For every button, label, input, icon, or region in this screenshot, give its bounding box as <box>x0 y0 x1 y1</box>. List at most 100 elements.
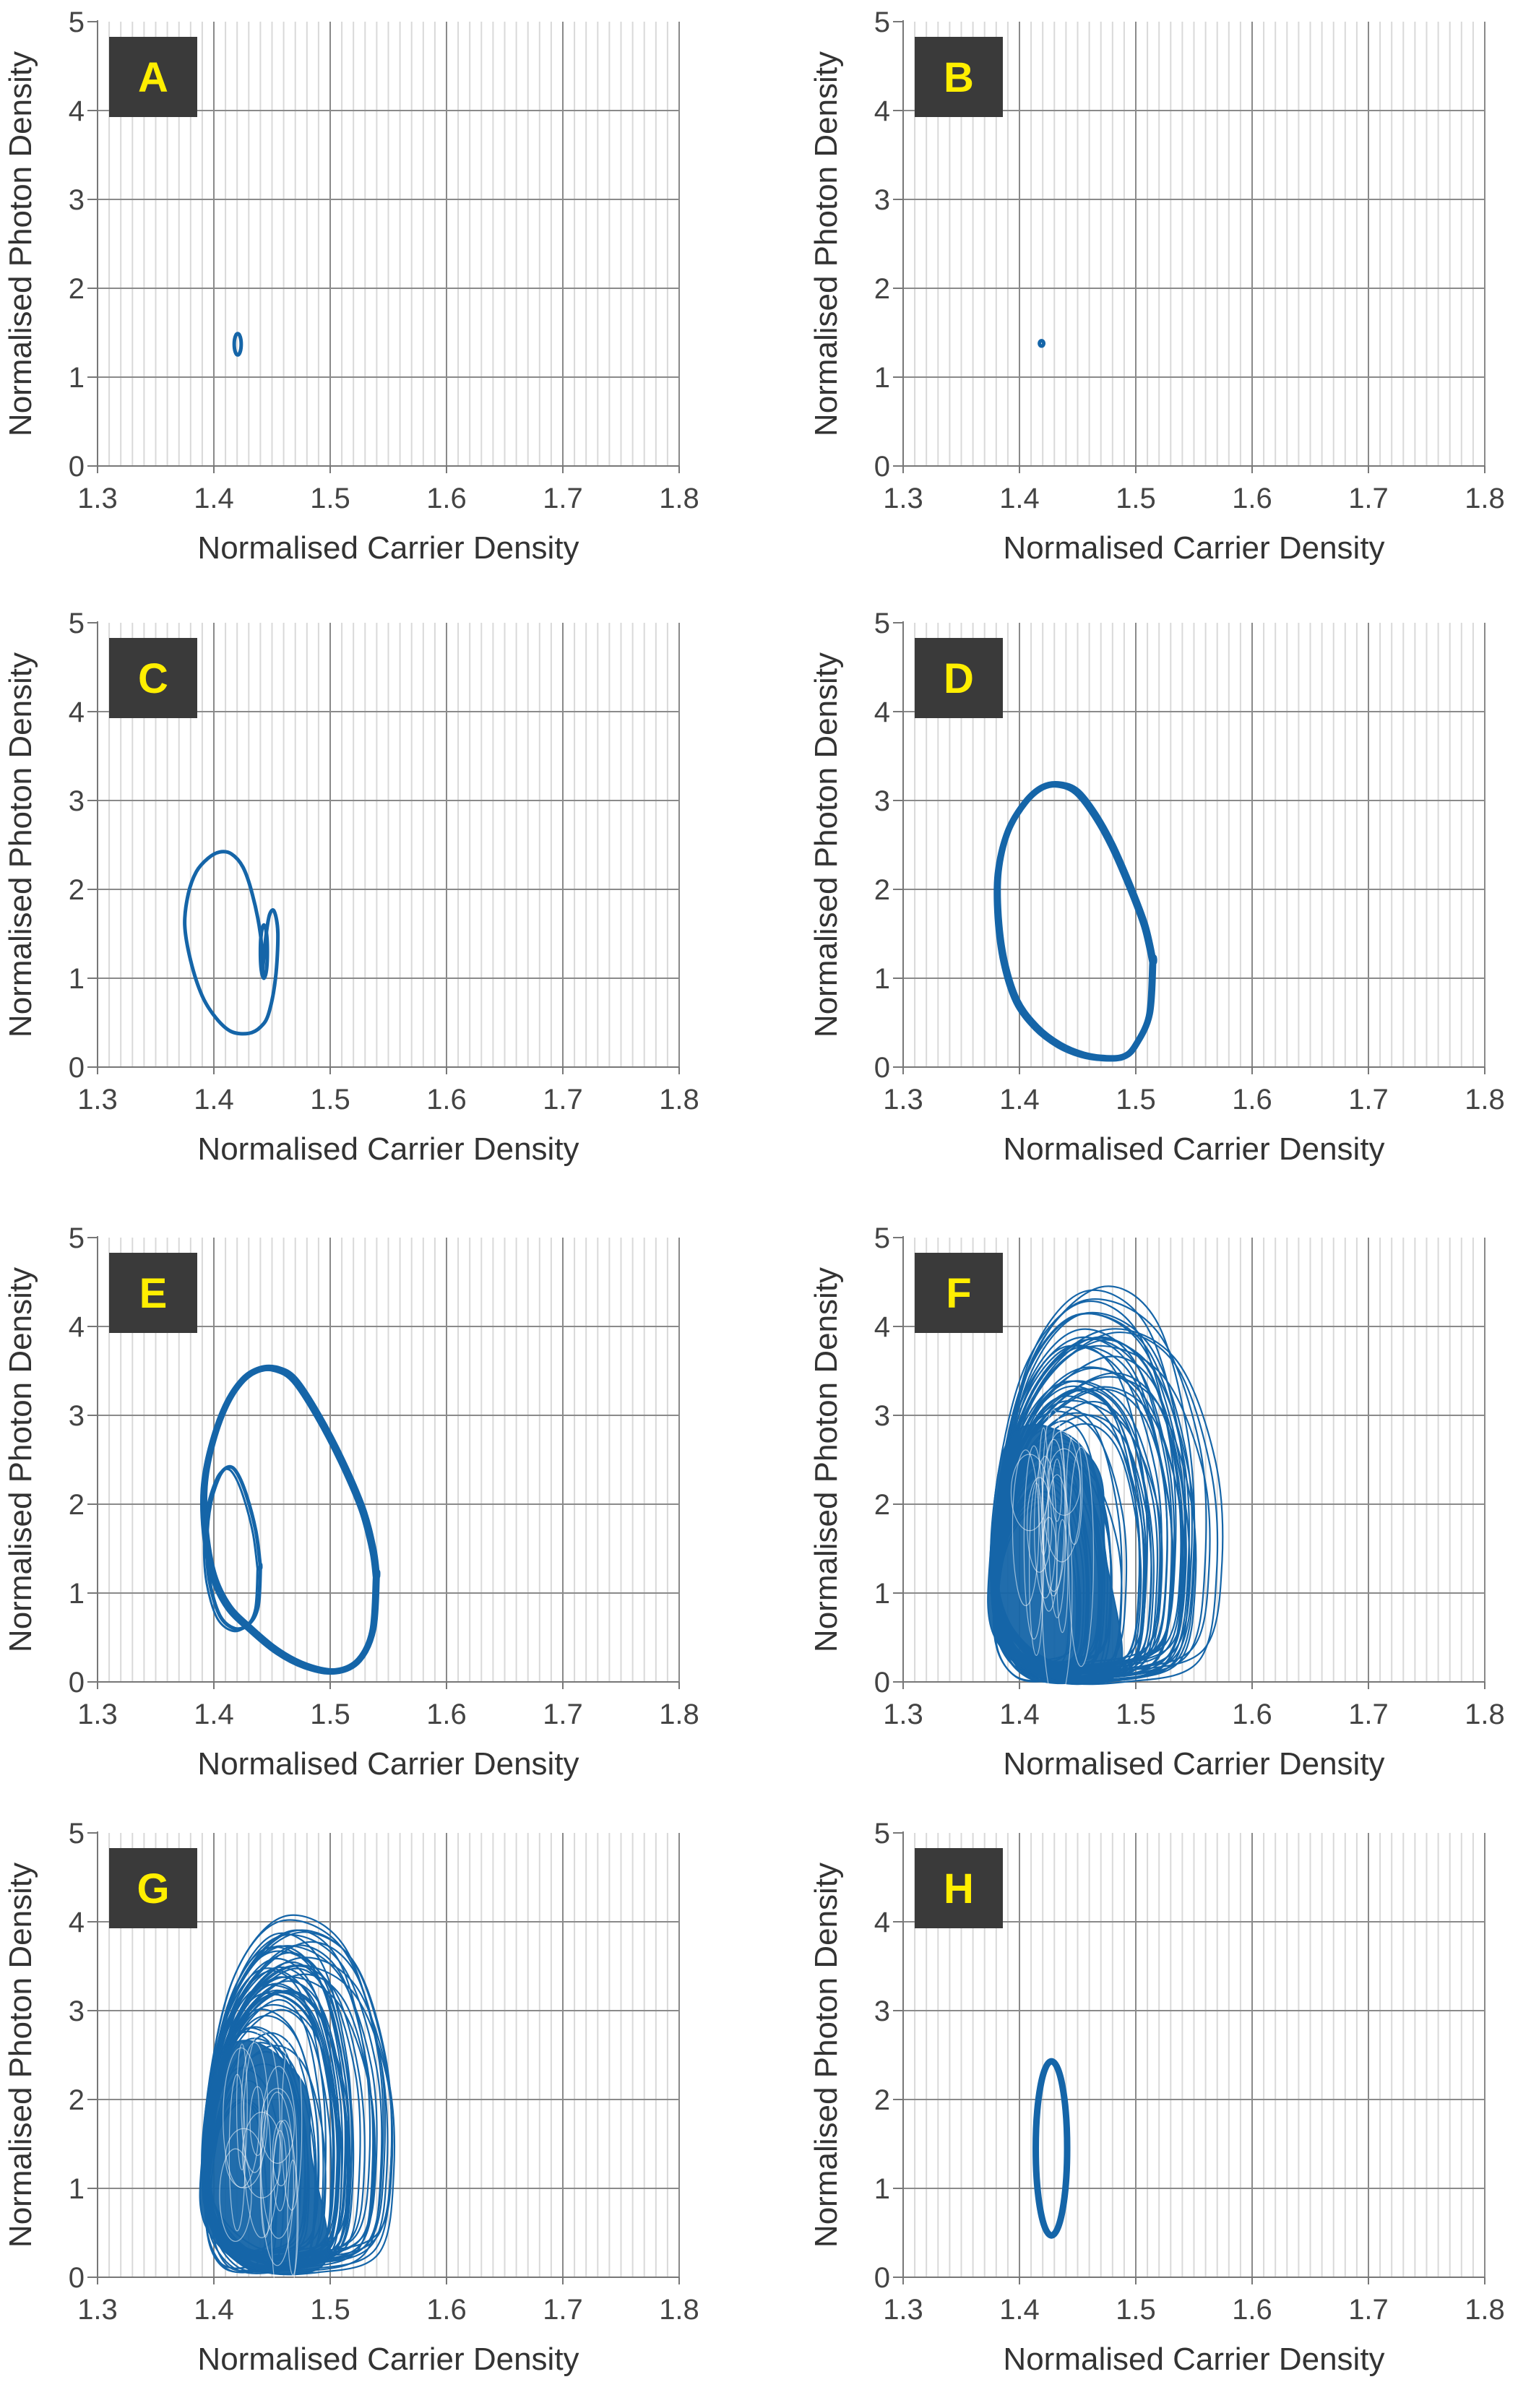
x-tick-label: 1.4 <box>999 1084 1040 1115</box>
panel-letter: G <box>137 1865 169 1912</box>
x-tick-label: 1.3 <box>77 1084 118 1115</box>
y-tick-label: 0 <box>69 1667 85 1699</box>
x-tick-label: 1.8 <box>659 1084 699 1115</box>
traces <box>199 1364 381 1675</box>
trajectory-inner-loop-pass <box>202 1467 259 1633</box>
trajectory-period-1-orbit <box>994 780 1157 1062</box>
y-tick-label: 2 <box>69 1489 85 1521</box>
x-tick-label: 1.3 <box>883 483 923 514</box>
y-axis-title: Normalised Photon Density <box>808 1267 844 1652</box>
x-tick-label: 1.4 <box>194 1699 234 1730</box>
y-tick-label: 5 <box>69 608 85 639</box>
y-tick-label: 4 <box>69 696 85 728</box>
x-tick-label: 1.3 <box>883 1084 923 1115</box>
y-axis-title: Normalised Photon Density <box>808 652 844 1037</box>
x-tick-label: 1.8 <box>659 483 699 514</box>
trajectory-outer-loop <box>183 850 280 1036</box>
x-tick-label: 1.3 <box>883 1699 923 1730</box>
x-axis-title: Normalised Carrier Density <box>1003 2342 1384 2377</box>
trajectory-inner-loop <box>258 923 269 980</box>
y-tick-label: 3 <box>874 184 890 216</box>
panel-letter: C <box>138 655 168 702</box>
panel-letter: E <box>139 1270 168 1317</box>
attractor-gap <box>270 2120 298 2314</box>
x-axis-title: Normalised Carrier Density <box>1003 1746 1384 1782</box>
x-tick-label: 1.5 <box>1116 1699 1156 1730</box>
x-tick-label: 1.6 <box>426 2294 467 2326</box>
trajectory-outer-loop-pass <box>199 1368 376 1675</box>
x-tick-label: 1.7 <box>1348 1084 1389 1115</box>
x-tick-label: 1.7 <box>543 1699 583 1730</box>
x-axis-title: Normalised Carrier Density <box>197 530 579 566</box>
trajectory-small-limit-cycle <box>232 332 243 357</box>
traces <box>183 850 280 1036</box>
x-tick-label: 1.5 <box>1116 2294 1156 2326</box>
trajectory-outer-loop <box>200 1364 381 1675</box>
y-tick-label: 1 <box>69 1578 85 1610</box>
x-tick-label: 1.8 <box>1465 1699 1505 1730</box>
panel-letter: B <box>944 54 974 101</box>
x-tick-label: 1.6 <box>1232 1084 1272 1115</box>
panel-badge <box>109 1848 197 1928</box>
attractor-gap <box>1027 1477 1053 1573</box>
attractor-gap <box>1056 1519 1069 1634</box>
major-grid <box>98 22 680 466</box>
y-tick-label: 4 <box>874 1907 890 1938</box>
attractor-gap <box>1012 1449 1040 1607</box>
y-tick-label: 3 <box>69 184 85 216</box>
minor-grid <box>914 1833 1474 2277</box>
y-tick-label: 2 <box>874 1489 890 1521</box>
x-tick-label: 1.5 <box>1116 483 1156 514</box>
attractor-gap <box>1041 1438 1066 1592</box>
trajectory-inner-loop <box>204 1464 263 1631</box>
x-tick-label: 1.6 <box>426 1699 467 1730</box>
attractor-gap <box>1052 1458 1062 1522</box>
panel-badge <box>915 37 1003 117</box>
x-tick-label: 1.5 <box>310 1699 350 1730</box>
x-tick-label: 1.5 <box>310 1084 350 1115</box>
panel-c: 0 1 2 3 4 5 1.3 1.4 1.5 1.6 1.7 1.8 Normalised Carri… <box>3 608 699 1167</box>
y-tick-label: 3 <box>69 1995 85 2027</box>
y-tick-label: 2 <box>69 2084 85 2116</box>
y-tick-label: 5 <box>874 1222 890 1254</box>
panel-a: 0 1 2 3 4 5 1.3 1.4 1.5 1.6 1.7 1.8 Normalised Carri… <box>3 7 699 566</box>
x-tick-label: 1.5 <box>1116 1084 1156 1115</box>
x-axis-title: Normalised Carrier Density <box>197 1746 579 1782</box>
x-tick-label: 1.5 <box>310 483 350 514</box>
y-tick-label: 2 <box>69 874 85 906</box>
panel-badge <box>915 1253 1003 1333</box>
y-axis-title: Normalised Photon Density <box>808 51 844 436</box>
panel-letter: H <box>944 1865 974 1912</box>
attractor-dense-core <box>199 2040 329 2275</box>
panel-letter: F <box>946 1270 971 1317</box>
panel-letter: D <box>944 655 974 702</box>
x-tick-label: 1.4 <box>999 1699 1040 1730</box>
x-tick-label: 1.7 <box>543 2294 583 2326</box>
attractor-gap <box>281 2036 303 2211</box>
attractor-gap <box>241 2111 283 2198</box>
x-tick-label: 1.3 <box>77 1699 118 1730</box>
y-tick-label: 3 <box>874 1995 890 2027</box>
traces <box>1032 2058 1071 2239</box>
major-grid <box>903 623 1485 1067</box>
major-grid <box>98 1238 680 1682</box>
y-tick-label: 4 <box>874 1311 890 1343</box>
y-tick-label: 3 <box>874 1400 890 1432</box>
x-tick-label: 1.6 <box>1232 1699 1272 1730</box>
trajectory-fixed-point <box>1038 339 1046 348</box>
panel-d: 0 1 2 3 4 5 1.3 1.4 1.5 1.6 1.7 1.8 Normalised Carri… <box>808 608 1505 1167</box>
y-axis-title: Normalised Photon Density <box>3 1267 38 1652</box>
major-grid <box>903 22 1485 466</box>
y-tick-label: 1 <box>69 362 85 394</box>
x-tick-label: 1.3 <box>77 2294 118 2326</box>
y-tick-label: 1 <box>69 2173 85 2205</box>
y-tick-label: 5 <box>69 1818 85 1850</box>
y-tick-label: 4 <box>69 95 85 127</box>
y-tick-label: 4 <box>69 1907 85 1938</box>
x-axis-title: Normalised Carrier Density <box>1003 1131 1384 1167</box>
y-tick-label: 2 <box>874 273 890 305</box>
x-tick-label: 1.7 <box>543 483 583 514</box>
x-axis-title: Normalised Carrier Density <box>197 2342 579 2377</box>
x-tick-label: 1.6 <box>426 1084 467 1115</box>
